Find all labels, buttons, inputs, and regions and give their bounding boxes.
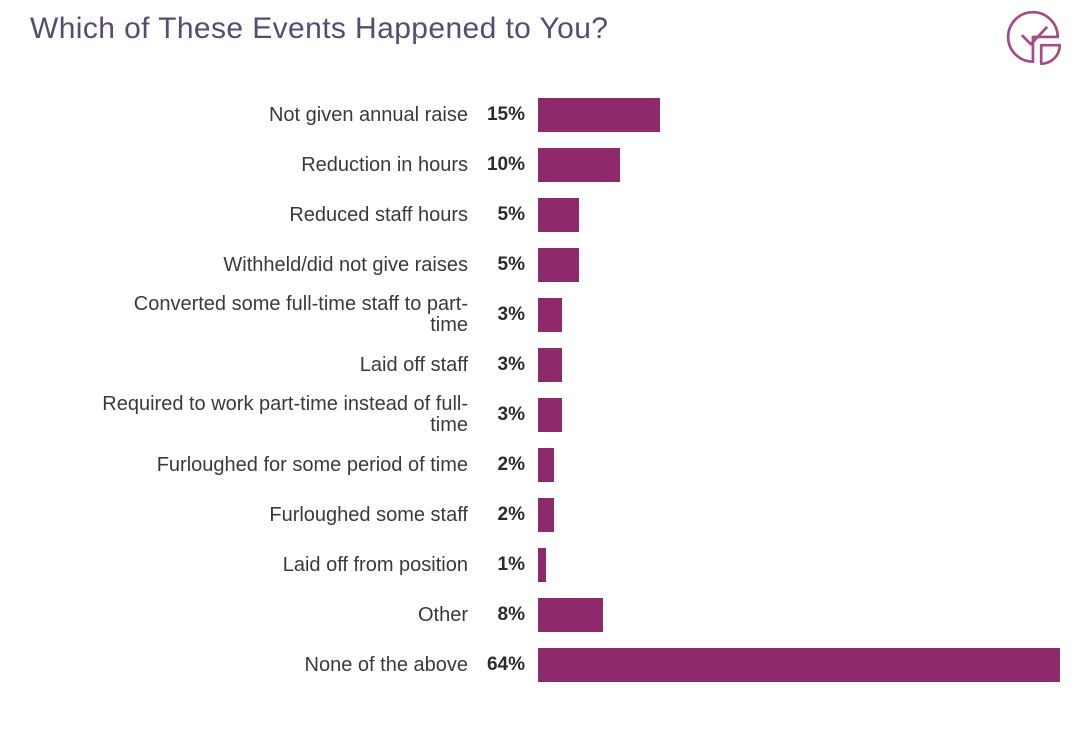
bar (538, 248, 579, 282)
bar (538, 198, 579, 232)
category-label: Reduction in hours (301, 153, 468, 176)
bar (538, 348, 563, 382)
category-label: Withheld/did not give raises (223, 253, 468, 276)
chart-row: Other 8% (30, 590, 1060, 640)
category-label: Laid off from position (282, 553, 468, 576)
chart-row: Reduced staff hours 5% (30, 190, 1060, 240)
bar (538, 98, 661, 132)
bar (538, 298, 563, 332)
category-label: Laid off staff (359, 353, 468, 376)
category-label: Reduced staff hours (289, 203, 468, 226)
chart-row: Furloughed for some period of time 2% (30, 440, 1060, 490)
value-label: 3% (497, 304, 525, 325)
chart-row: Reduction in hours 10% (30, 140, 1060, 190)
chart-row: Laid off staff 3% (30, 340, 1060, 390)
value-label: 15% (486, 104, 525, 125)
chart-row: Laid off from position 1% (30, 540, 1060, 590)
bar (538, 498, 555, 532)
pie-chart-check-icon (1002, 6, 1068, 72)
bar (538, 148, 620, 182)
category-label: Not given annual raise (268, 103, 468, 126)
category-label: Converted some full-time staff to part- … (133, 293, 468, 336)
category-label: Required to work part-time instead of fu… (102, 393, 468, 436)
value-label: 5% (497, 204, 525, 225)
bar-chart: Not given annual raise 15% Reduction in … (30, 90, 1060, 690)
bar (538, 648, 1060, 682)
value-label: 2% (497, 454, 525, 475)
chart-row: Converted some full-time staff to part- … (30, 290, 1060, 340)
category-label: Furloughed some staff (269, 503, 468, 526)
category-label: Other (417, 603, 468, 626)
bar (538, 598, 604, 632)
value-label: 2% (497, 504, 525, 525)
value-label: 8% (497, 604, 525, 625)
chart-row: Not given annual raise 15% (30, 90, 1060, 140)
value-label: 3% (497, 404, 525, 425)
bar (538, 548, 547, 582)
chart-row: Required to work part-time instead of fu… (30, 390, 1060, 440)
bar (538, 398, 563, 432)
value-label: 64% (486, 654, 525, 675)
chart-row: Furloughed some staff 2% (30, 490, 1060, 540)
value-label: 5% (497, 254, 525, 275)
category-label: None of the above (304, 653, 468, 676)
value-label: 1% (497, 554, 525, 575)
bar (538, 448, 555, 482)
value-label: 10% (486, 154, 525, 175)
value-label: 3% (497, 354, 525, 375)
chart-row: None of the above 64% (30, 640, 1060, 690)
chart-title: Which of These Events Happened to You? (30, 12, 609, 45)
chart-row: Withheld/did not give raises 5% (30, 240, 1060, 290)
category-label: Furloughed for some period of time (156, 453, 468, 476)
